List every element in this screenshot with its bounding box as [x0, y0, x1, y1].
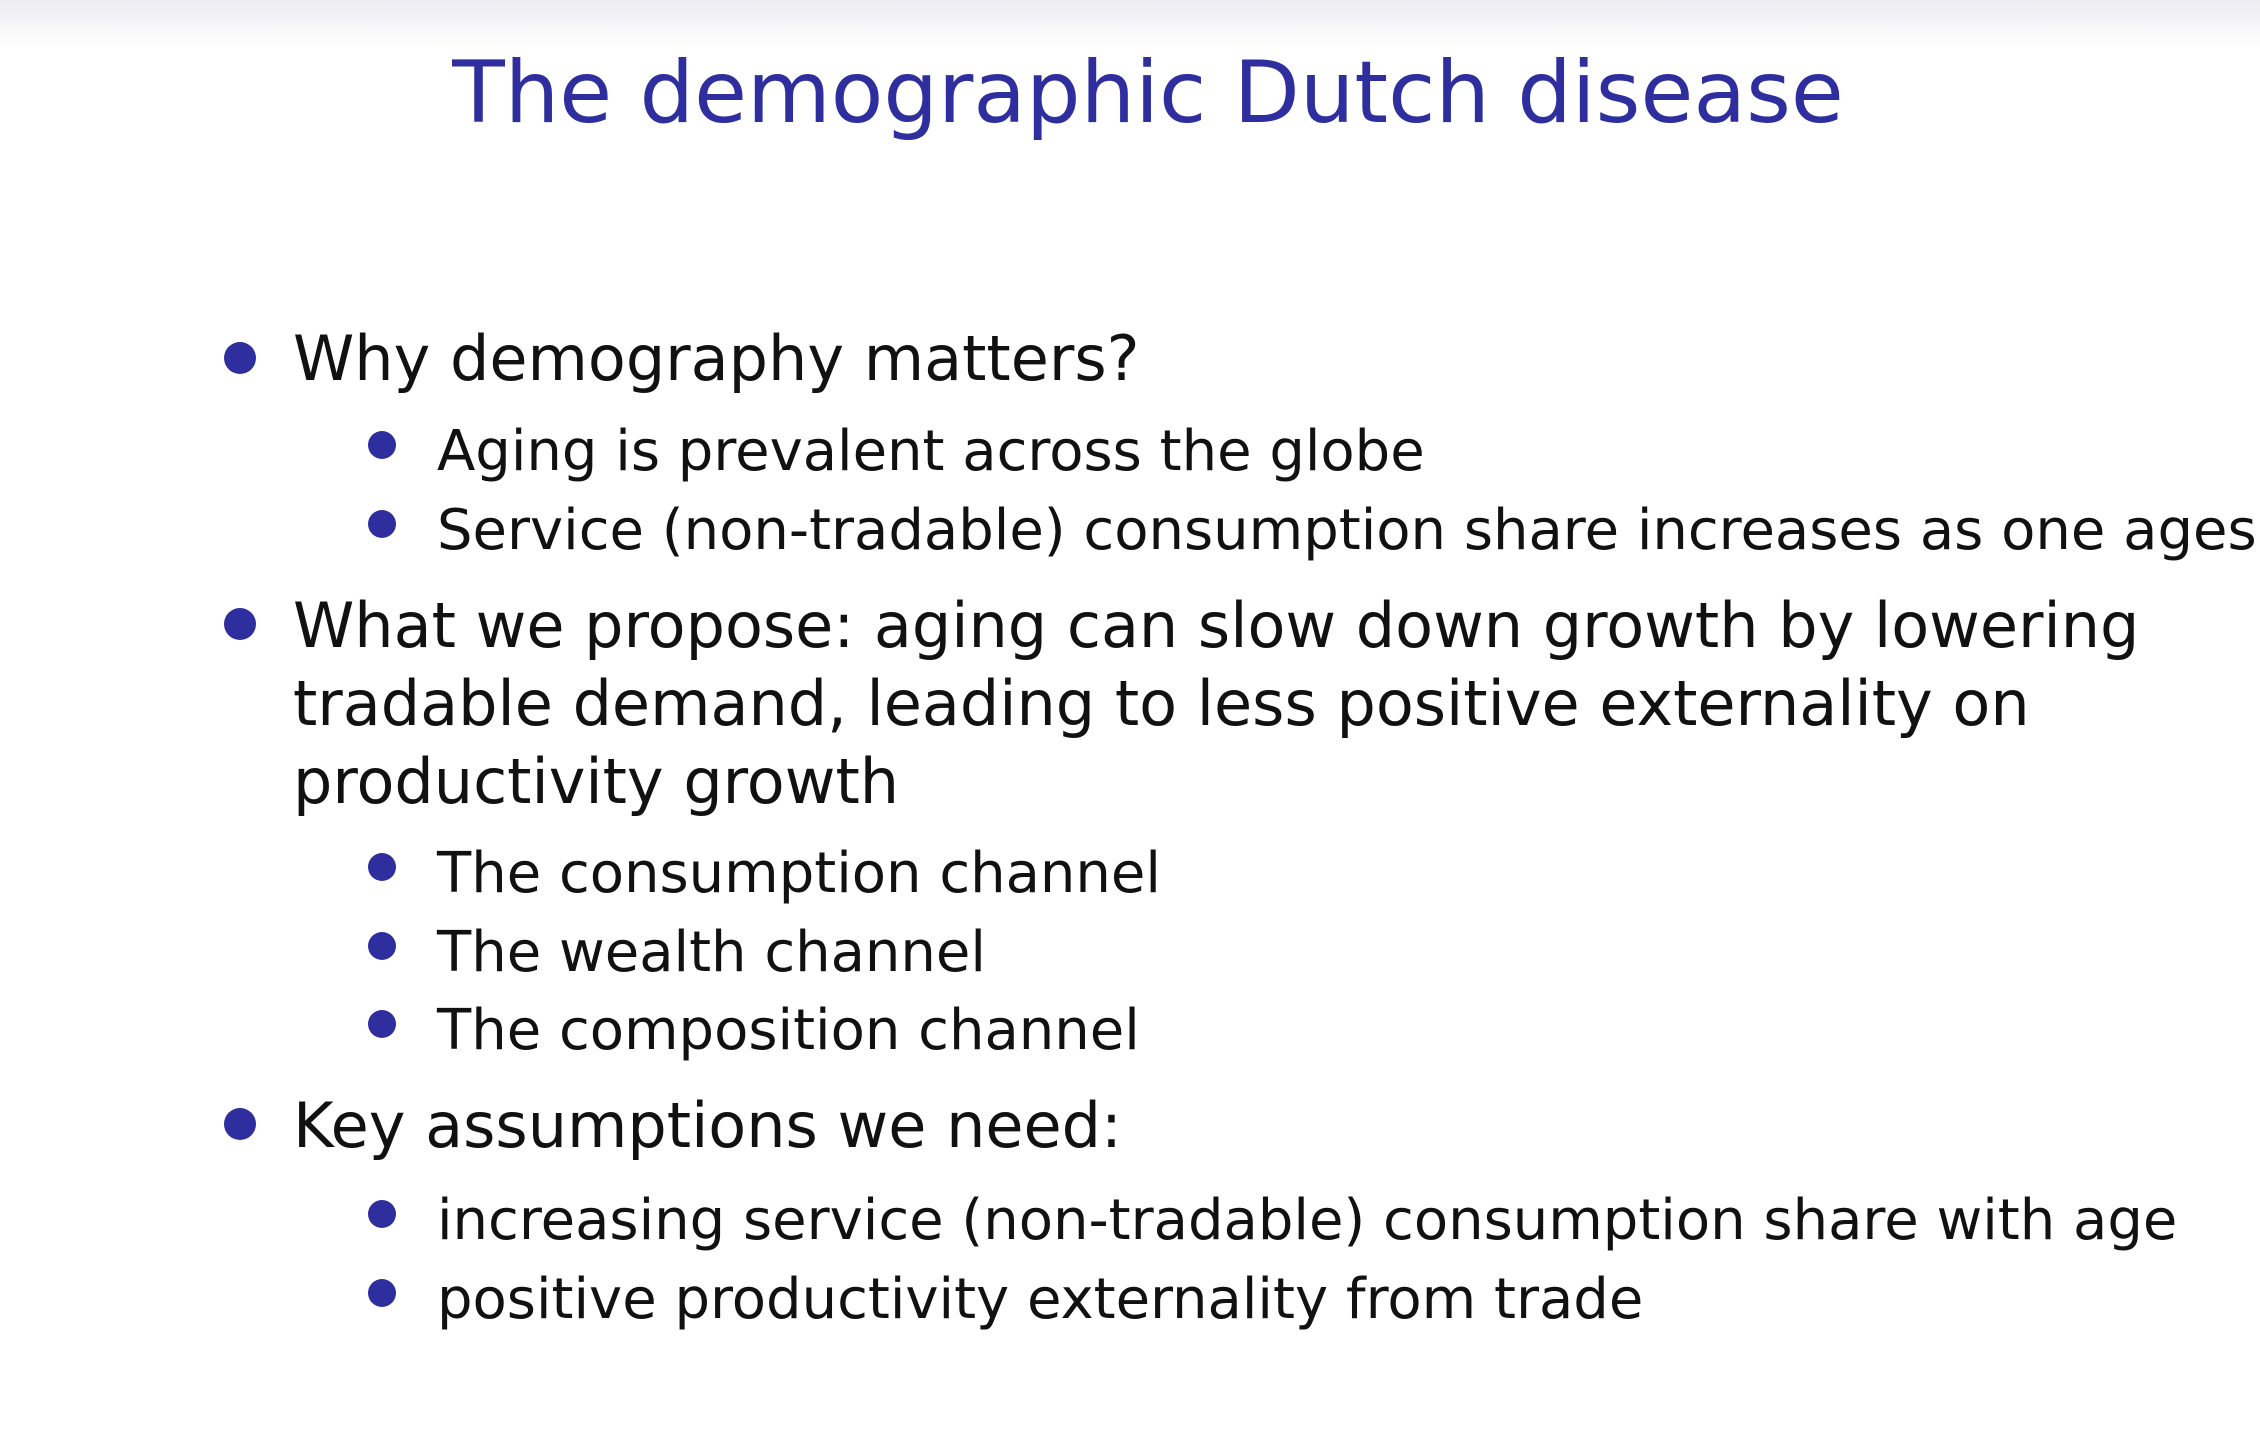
- sub-bullet-icon: [368, 1010, 396, 1038]
- item-3-text: Key assumptions we need:: [293, 1089, 1122, 1162]
- item-2-line-1: What we propose: aging can slow down gro…: [293, 589, 2140, 662]
- sub-bullet-icon: [368, 510, 396, 538]
- item-1-sub-1: Aging is prevalent across the globe: [437, 419, 1425, 484]
- sub-bullet-icon: [368, 431, 396, 459]
- bullet-icon: [224, 342, 256, 374]
- item-3-sub-2: positive productivity externality from t…: [437, 1267, 1644, 1332]
- item-2-sub-1: The consumption channel: [437, 841, 1161, 906]
- item-2-line-3: productivity growth: [293, 745, 900, 818]
- item-2-sub-3: The composition channel: [437, 998, 1140, 1063]
- sub-bullet-icon: [368, 1200, 396, 1228]
- slide-top-band: [0, 0, 2260, 48]
- sub-bullet-icon: [368, 853, 396, 881]
- item-2-line-2: tradable demand, leading to less positiv…: [293, 667, 2030, 740]
- item-3-sub-1: increasing service (non-tradable) consum…: [437, 1188, 2178, 1253]
- item-2-sub-2: The wealth channel: [437, 920, 986, 985]
- sub-bullet-icon: [368, 932, 396, 960]
- item-1-text: Why demography matters?: [293, 322, 1140, 395]
- item-1-sub-2: Service (non-tradable) consumption share…: [437, 498, 2257, 563]
- sub-bullet-icon: [368, 1279, 396, 1307]
- bullet-icon: [224, 1108, 256, 1140]
- bullet-icon: [224, 608, 256, 640]
- slide-title: The demographic Dutch disease: [452, 43, 1844, 143]
